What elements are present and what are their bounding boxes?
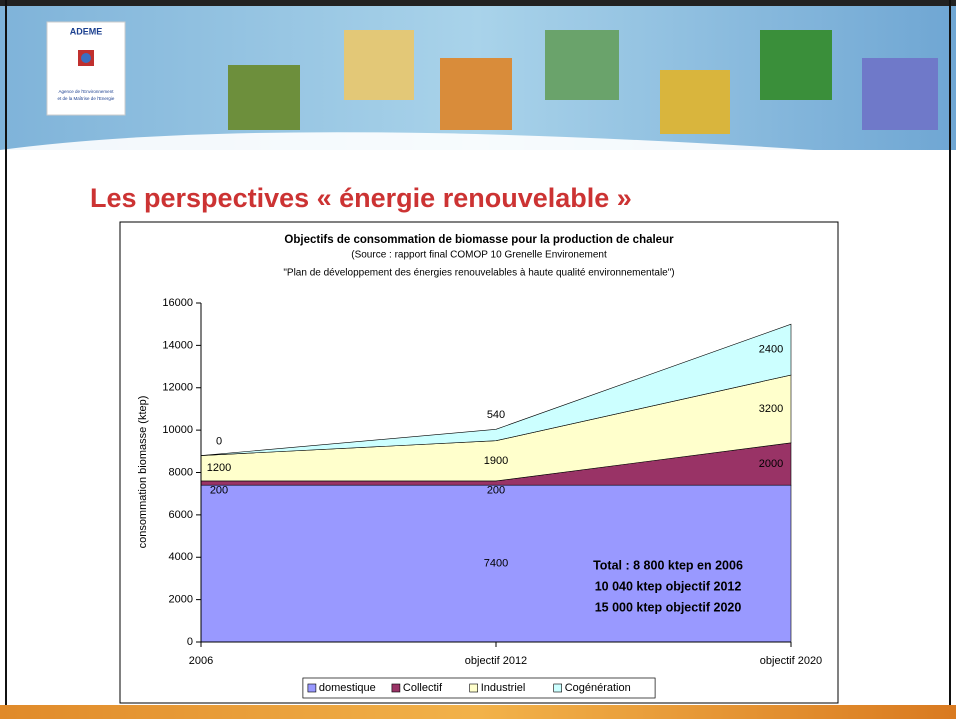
top-border: [0, 0, 956, 6]
logo-caption: Agence de l'Environnement: [59, 89, 115, 94]
logo-icon-dot: [81, 53, 91, 63]
legend-label: domestique: [319, 682, 376, 694]
chart-subtitle: "Plan de développement des énergies reno…: [283, 268, 674, 279]
y-tick-label: 6000: [169, 509, 193, 521]
legend-label: Industriel: [481, 682, 526, 694]
y-tick-label: 16000: [162, 297, 193, 309]
data-label: 2400: [759, 344, 783, 356]
data-label: 540: [487, 409, 505, 421]
header-picture: [760, 30, 832, 100]
annotation: 15 000 ktep objectif 2020: [595, 600, 742, 614]
slide: ADEME Agence de l'Environnement et de la…: [0, 0, 956, 719]
y-tick-label: 0: [187, 636, 193, 648]
logo-name: ADEME: [70, 26, 103, 36]
data-label: 0: [216, 435, 222, 447]
legend-swatch: [308, 684, 316, 692]
logo-caption: et de la Maîtrise de l'Energie: [58, 96, 115, 101]
legend-swatch: [470, 684, 478, 692]
y-tick-label: 12000: [162, 382, 193, 394]
data-label: 200: [210, 485, 228, 497]
data-label: 1200: [207, 462, 231, 474]
data-label: 3200: [759, 403, 783, 415]
data-label: 2000: [759, 458, 783, 470]
data-label: 1900: [484, 455, 508, 467]
data-label: 7400: [484, 558, 508, 570]
data-label: 200: [487, 485, 505, 497]
x-tick-label: objectif 2020: [760, 655, 822, 667]
legend-label: Cogénération: [565, 682, 631, 694]
y-tick-label: 4000: [169, 551, 193, 563]
legend-label: Collectif: [403, 682, 443, 694]
y-tick-label: 10000: [162, 424, 193, 436]
annotation: 10 040 ktep objectif 2012: [595, 579, 742, 593]
header-picture: [545, 30, 619, 100]
y-tick-label: 8000: [169, 466, 193, 478]
header-picture: [228, 65, 300, 130]
legend-swatch: [554, 684, 562, 692]
y-tick-label: 2000: [169, 594, 193, 606]
legend-swatch: [392, 684, 400, 692]
annotation: Total : 8 800 ktep en 2006: [593, 558, 743, 572]
header-picture: [344, 30, 414, 100]
chart-subtitle: (Source : rapport final COMOP 10 Grenell…: [351, 250, 607, 261]
x-tick-label: objectif 2012: [465, 655, 527, 667]
x-tick-label: 2006: [189, 655, 213, 667]
header-picture: [440, 58, 512, 130]
header-picture: [862, 58, 938, 130]
slide-canvas: ADEME Agence de l'Environnement et de la…: [0, 0, 956, 719]
left-border: [5, 0, 7, 705]
y-tick-label: 14000: [162, 339, 193, 351]
chart-title: Objectifs de consommation de biomasse po…: [284, 234, 674, 246]
bottom-strip: [0, 705, 956, 719]
slide-title: Les perspectives « énergie renouvelable …: [90, 183, 632, 213]
right-border: [949, 0, 951, 705]
header-picture: [660, 70, 730, 134]
y-axis-label: consommation biomasse (ktep): [137, 396, 149, 549]
